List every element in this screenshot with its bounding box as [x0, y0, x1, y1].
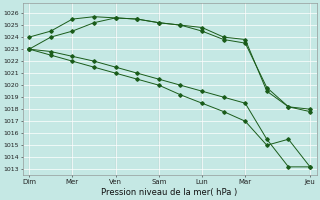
X-axis label: Pression niveau de la mer( hPa ): Pression niveau de la mer( hPa )	[101, 188, 238, 197]
